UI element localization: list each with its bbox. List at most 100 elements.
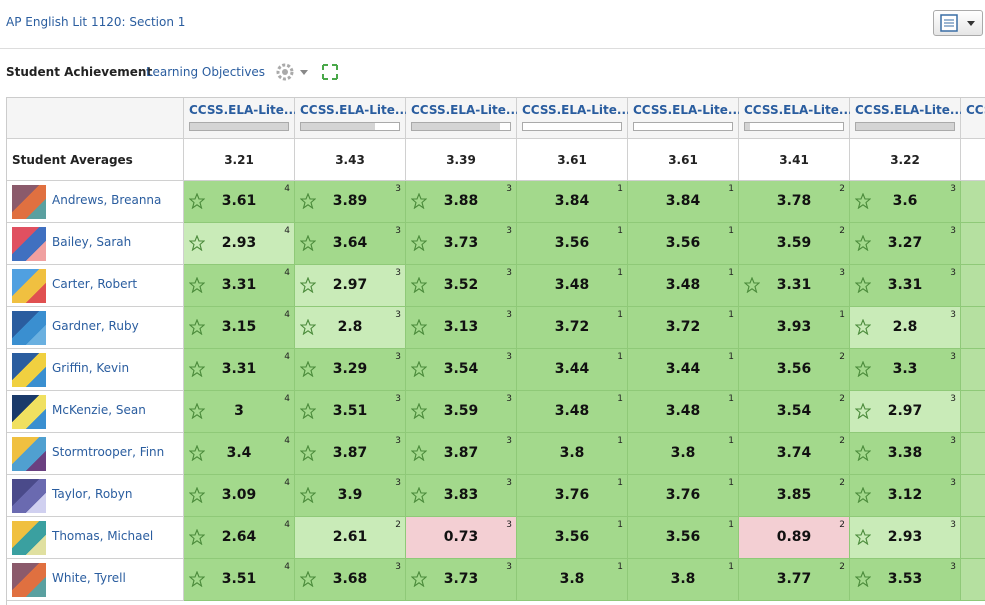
student-name[interactable]: Stormtrooper, Finn (52, 445, 165, 459)
score-cell: 3.84 1 (628, 181, 739, 223)
score-value: 3.56 (554, 235, 590, 251)
student-name[interactable]: Griffin, Kevin (52, 361, 130, 375)
column-header[interactable]: CCSS.ELA-Lite... (184, 98, 298, 139)
score-value: 3.52 (443, 277, 479, 293)
score-value: 3.31 (776, 277, 812, 293)
toolbar-icons[interactable] (275, 62, 345, 84)
evidence-count: 1 (617, 268, 623, 278)
evidence-count: 2 (839, 394, 845, 404)
score-value: 3.48 (554, 277, 590, 293)
evidence-count: 1 (728, 520, 734, 530)
average-value: 3.22 (890, 153, 920, 167)
score-cell: 3.31 3 (850, 265, 961, 307)
evidence-count: 3 (395, 268, 401, 278)
score-cell (961, 517, 985, 559)
score-value: 3.73 (443, 571, 479, 587)
score-value: 3.88 (443, 193, 479, 209)
student-name[interactable]: Andrews, Breanna (52, 193, 162, 207)
star-icon (189, 445, 205, 461)
evidence-count: 2 (839, 562, 845, 572)
evidence-count: 3 (950, 478, 956, 488)
progress-fill (190, 123, 288, 130)
score-value: 3.15 (221, 319, 257, 335)
avatar (12, 311, 46, 345)
star-icon (411, 277, 427, 293)
average-cell: 3.21 (184, 139, 295, 181)
avatar (12, 353, 46, 387)
column-header[interactable]: CCSS.ELA-Lite... (517, 98, 631, 139)
column-header[interactable]: CCSS.ELA-Lite... (628, 98, 742, 139)
evidence-count: 1 (728, 310, 734, 320)
evidence-count: 3 (506, 226, 512, 236)
column-header[interactable]: CCSS.ELA-Lite... (295, 98, 409, 139)
column-label: CCSS.ELA-Lite... (633, 103, 742, 117)
average-value: 3.61 (668, 153, 698, 167)
student-name[interactable]: White, Tyrell (52, 571, 126, 585)
score-value: 3.44 (665, 361, 701, 377)
progress-bar (189, 122, 289, 131)
view-menu-button[interactable] (933, 10, 983, 36)
score-cell: 3.52 3 (406, 265, 517, 307)
student-name[interactable]: Taylor, Robyn (52, 487, 133, 501)
student-name[interactable]: Bailey, Sarah (52, 235, 132, 249)
score-cell: 2.97 3 (295, 265, 406, 307)
score-value: 2.93 (221, 235, 257, 251)
star-icon (300, 361, 316, 377)
evidence-count: 2 (395, 520, 401, 530)
evidence-count: 1 (617, 184, 623, 194)
column-header[interactable]: CCSS.ELA-Lite... (850, 98, 964, 139)
course-title[interactable]: AP English Lit 1120: Section 1 (6, 15, 186, 29)
student-name[interactable]: McKenzie, Sean (52, 403, 146, 417)
evidence-count: 1 (728, 478, 734, 488)
column-label: CCSS.ELA-Lite... (522, 103, 631, 117)
score-value: 3.74 (776, 445, 812, 461)
progress-fill (856, 123, 954, 130)
score-cell: 3.61 4 (184, 181, 295, 223)
score-cell: 3.48 1 (517, 391, 628, 433)
average-value: 3.41 (779, 153, 809, 167)
score-value: 0.89 (776, 529, 812, 545)
score-value: 2.97 (332, 277, 368, 293)
averages-label: Student Averages (12, 153, 133, 167)
divider (0, 48, 985, 49)
score-cell: 3.72 1 (628, 307, 739, 349)
score-value: 3.8 (559, 571, 585, 587)
score-value: 3.38 (887, 445, 923, 461)
score-cell: 2.8 3 (850, 307, 961, 349)
score-value: 3.29 (332, 361, 368, 377)
average-value: 3.21 (224, 153, 254, 167)
star-icon (855, 361, 871, 377)
student-name[interactable]: Thomas, Michael (52, 529, 154, 543)
score-cell: 3.6 3 (850, 181, 961, 223)
score-value: 3.85 (776, 487, 812, 503)
tab-active[interactable]: Student Achievement (6, 65, 153, 79)
star-icon (300, 235, 316, 251)
score-value: 3.76 (665, 487, 701, 503)
column-header[interactable]: CCSS.ELA-Lite... (739, 98, 853, 139)
separator: · (138, 65, 142, 79)
score-cell: 3.89 3 (295, 181, 406, 223)
score-value: 3.59 (776, 235, 812, 251)
score-value: 3.31 (221, 277, 257, 293)
evidence-count: 4 (284, 478, 290, 488)
student-cell: McKenzie, Sean (7, 391, 184, 433)
evidence-count: 3 (395, 310, 401, 320)
column-header[interactable]: CCSS.ELA-Lite... (406, 98, 520, 139)
score-value: 3.12 (887, 487, 923, 503)
column-label: CCSS.ELA-Lite... (189, 103, 298, 117)
star-icon (189, 571, 205, 587)
student-name[interactable]: Carter, Robert (52, 277, 138, 291)
student-name[interactable]: Gardner, Ruby (52, 319, 139, 333)
evidence-count: 4 (284, 436, 290, 446)
score-cell: 3.56 2 (739, 349, 850, 391)
score-value: 3.48 (665, 277, 701, 293)
tab-link[interactable]: Learning Objectives (146, 65, 266, 79)
evidence-count: 3 (395, 184, 401, 194)
score-cell: 3.44 1 (517, 349, 628, 391)
score-value: 3.09 (221, 487, 257, 503)
evidence-count: 2 (839, 352, 845, 362)
evidence-count: 1 (617, 562, 623, 572)
score-cell: 0.73 3 (406, 517, 517, 559)
column-header[interactable]: CCSS.ELA-Lite... (961, 98, 985, 139)
score-value: 3.44 (554, 361, 590, 377)
